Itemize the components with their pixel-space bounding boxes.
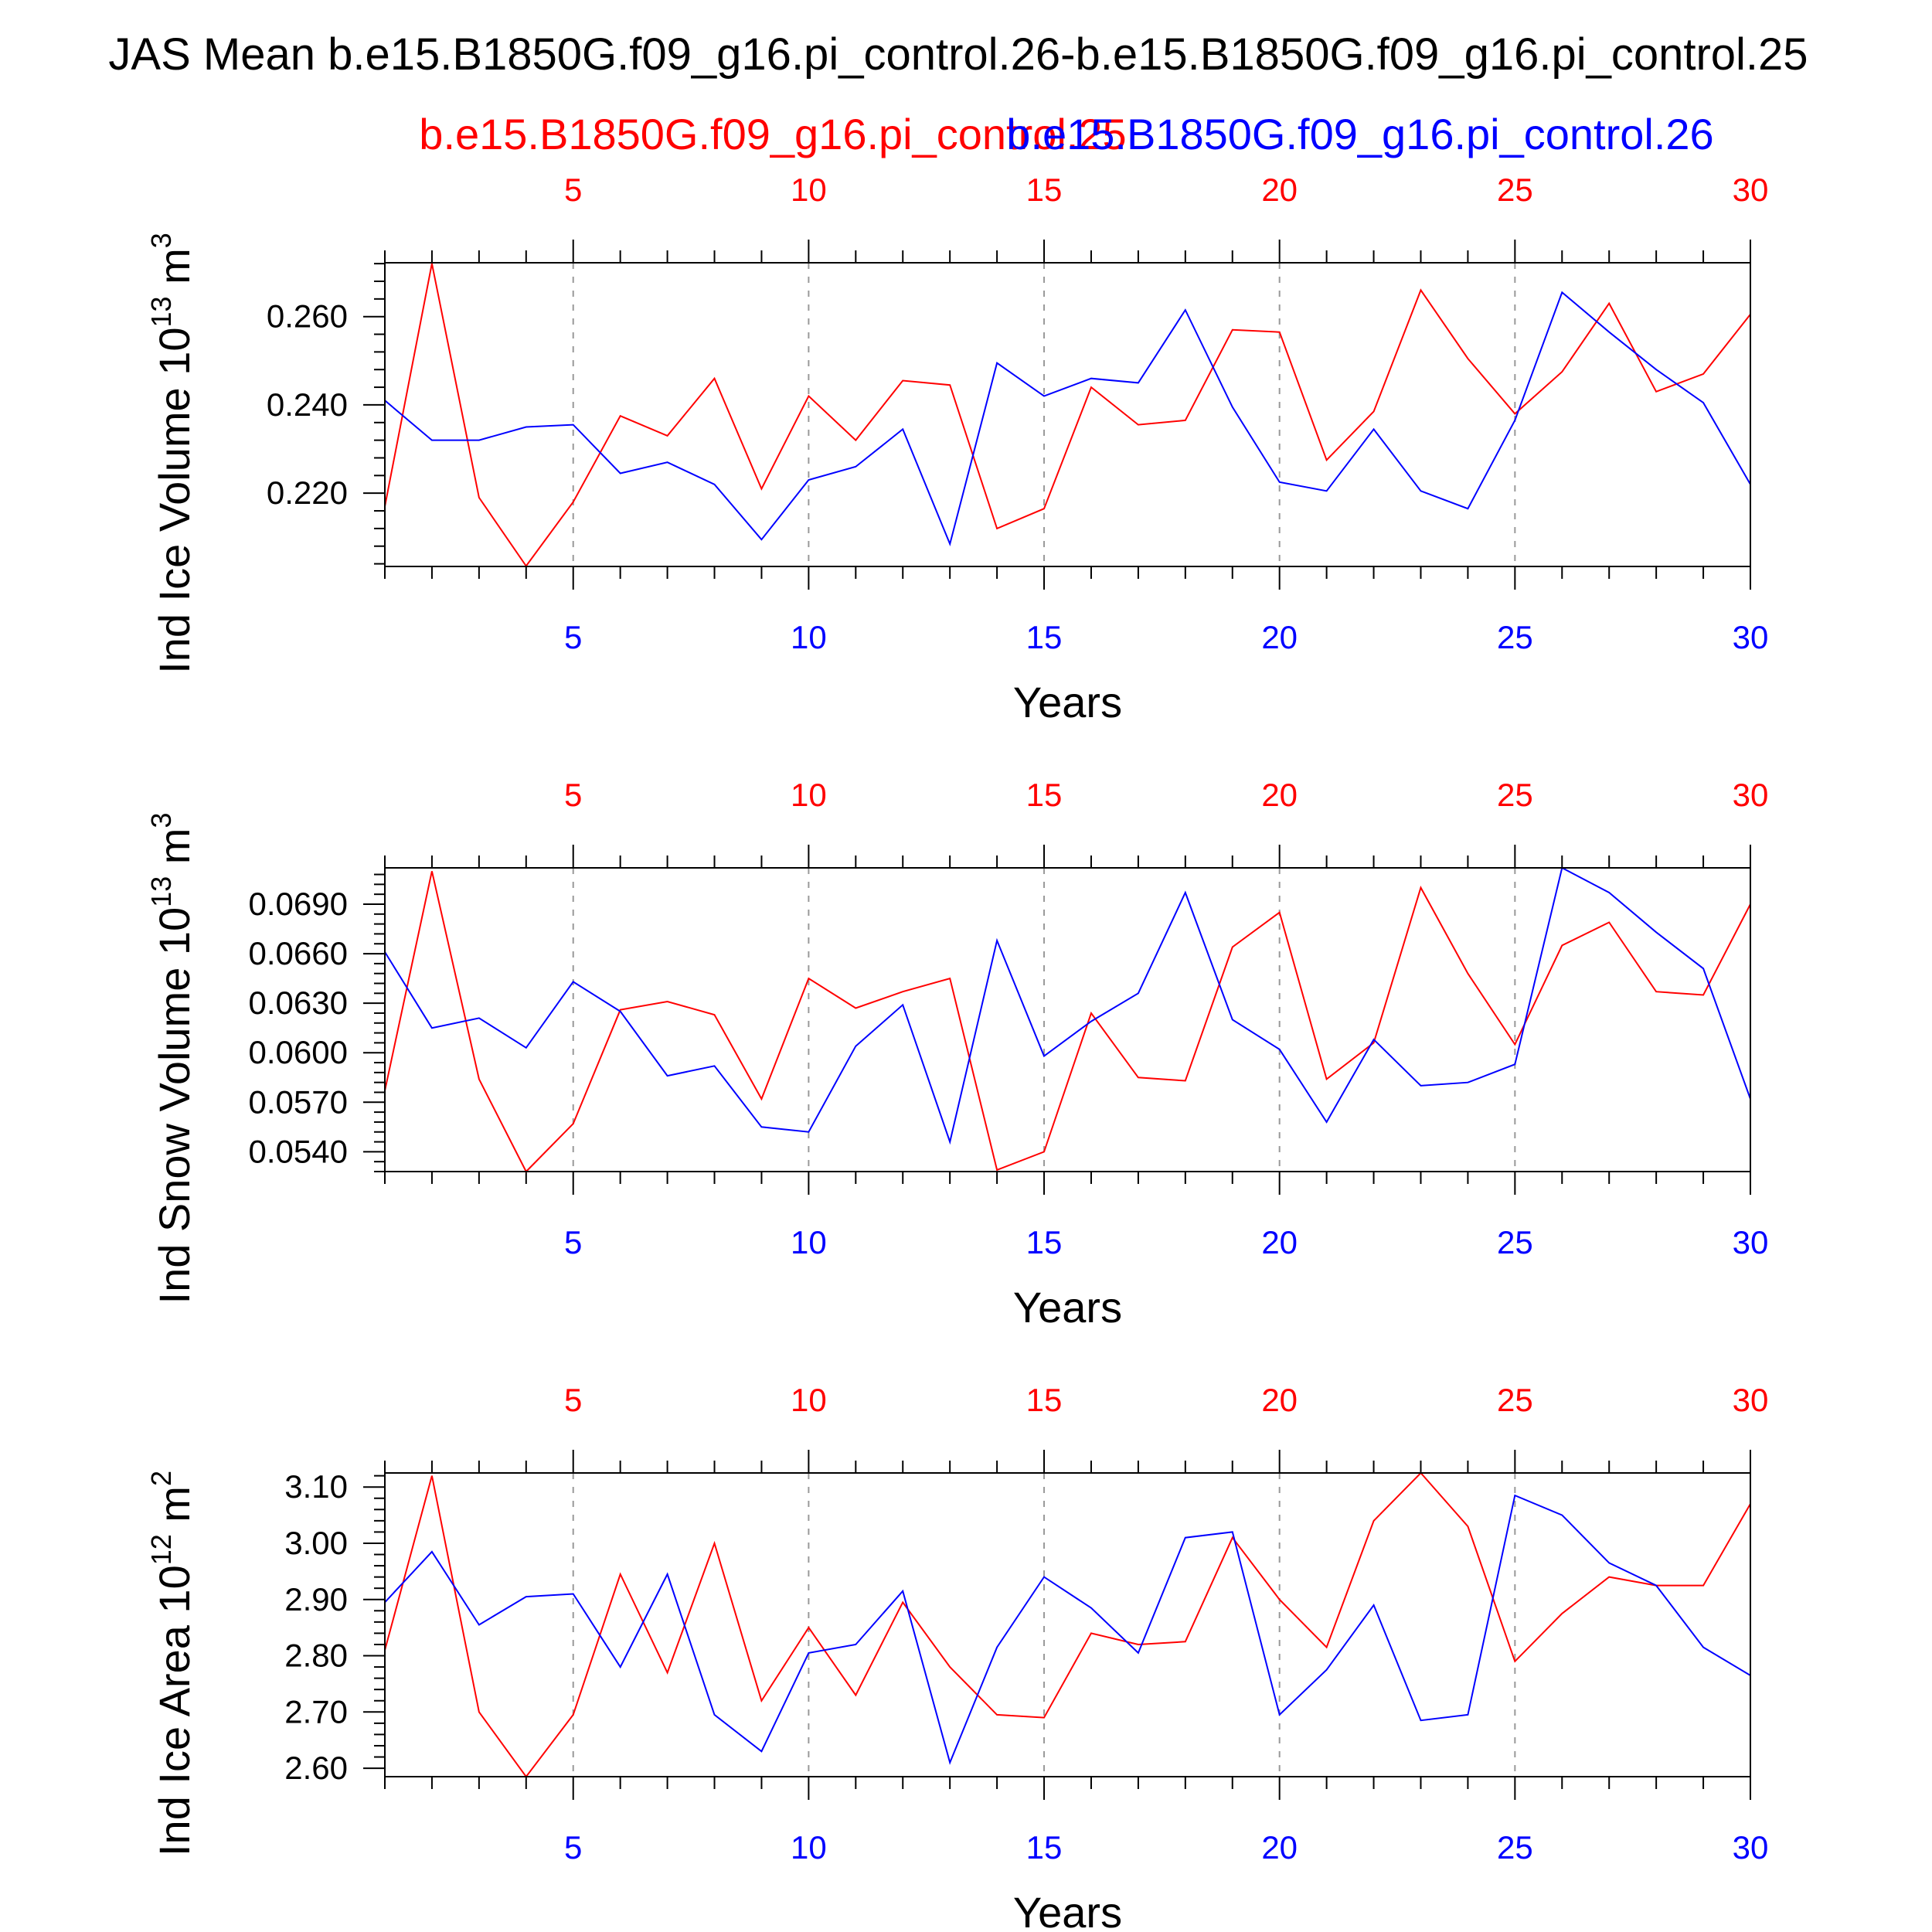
x-tick-label-bottom: 30: [1733, 1224, 1769, 1260]
panel-3: 2.60 2.70 2.80 2.90 3.00 3.10 5 5 10 10 15 15 20 20 25…: [145, 1382, 1768, 1932]
x-tick-label-bottom: 10: [791, 619, 827, 655]
y-tick-label: 0.0600: [249, 1034, 348, 1070]
x-tick-label-top: 20: [1261, 777, 1298, 813]
legend: b.e15.B1850G.f09_g16.pi_control.25 b.e15…: [419, 110, 1713, 158]
x-tick-label-bottom: 15: [1026, 619, 1063, 655]
x-tick-label-bottom: 5: [564, 619, 582, 655]
y-tick-label: 3.00: [284, 1525, 348, 1561]
x-tick-label-bottom: 25: [1497, 619, 1533, 655]
x-tick-label-bottom: 5: [564, 1224, 582, 1260]
plot-frame: [384, 1472, 1751, 1777]
legend-series-25: b.e15.B1850G.f09_g16.pi_control.25: [419, 110, 1126, 158]
y-tick-label: 0.0570: [249, 1083, 348, 1120]
x-tick-label-top: 10: [791, 1382, 827, 1418]
y-tick-label: 2.80: [284, 1638, 348, 1674]
x-tick-label-top: 15: [1026, 172, 1063, 208]
x-tick-label-top: 5: [564, 777, 582, 813]
panel-1: 0.220 0.240 0.260 5 5 10 10 15 15 20 20 25 25 30 30 Yea…: [145, 172, 1768, 726]
y-tick-label: 3.10: [284, 1468, 348, 1505]
x-tick-label-top: 20: [1261, 1382, 1298, 1418]
x-tick-label-bottom: 20: [1261, 619, 1298, 655]
y-tick-label: 0.0540: [249, 1133, 348, 1169]
x-tick-label-bottom: 25: [1497, 1224, 1533, 1260]
x-tick-label-bottom: 30: [1733, 1829, 1769, 1866]
y-axis-label: Ind Ice Volume 1013 m3: [145, 233, 199, 674]
x-tick-label-top: 15: [1026, 777, 1063, 813]
series-line-26: [384, 866, 1751, 1145]
x-tick-label-top: 5: [564, 1382, 582, 1418]
chart-title: JAS Mean b.e15.B1850G.f09_g16.pi_control…: [108, 29, 1808, 80]
x-tick-label-bottom: 25: [1497, 1829, 1533, 1866]
x-tick-label-top: 20: [1261, 172, 1298, 208]
x-tick-label-bottom: 10: [791, 1829, 827, 1866]
x-tick-label-bottom: 5: [564, 1829, 582, 1866]
x-tick-label-top: 30: [1733, 172, 1769, 208]
y-tick-label: 0.0660: [249, 935, 348, 971]
series-line-25: [384, 1471, 1751, 1778]
y-tick-label: 0.260: [267, 298, 348, 335]
x-tick-label-bottom: 15: [1026, 1224, 1063, 1260]
panel-2: 0.0540 0.0570 0.0600 0.0630 0.0660 0.0690 5 5 10…: [145, 777, 1768, 1332]
x-tick-label-top: 25: [1497, 777, 1533, 813]
y-tick-label: 2.70: [284, 1693, 348, 1730]
x-tick-label-bottom: 30: [1733, 619, 1769, 655]
x-tick-label-top: 15: [1026, 1382, 1063, 1418]
y-axis-label: Ind Ice Area 1012 m2: [145, 1471, 199, 1856]
x-tick-label-bottom: 20: [1261, 1224, 1298, 1260]
x-tick-label-bottom: 15: [1026, 1829, 1063, 1866]
plot-frame: [384, 262, 1751, 567]
y-tick-label: 0.240: [267, 386, 348, 423]
series-line-25: [384, 263, 1751, 568]
y-tick-label: 0.0690: [249, 886, 348, 922]
series-line-26: [384, 1494, 1751, 1765]
y-tick-label: 2.60: [284, 1750, 348, 1786]
x-axis-label: Years: [1013, 1283, 1122, 1332]
x-tick-label-top: 5: [564, 172, 582, 208]
x-axis-label: Years: [1013, 678, 1122, 726]
plot-frame: [384, 867, 1751, 1172]
x-tick-label-top: 30: [1733, 777, 1769, 813]
y-tick-label: 0.0630: [249, 985, 348, 1021]
x-tick-label-bottom: 10: [791, 1224, 827, 1260]
x-tick-label-bottom: 20: [1261, 1829, 1298, 1866]
x-tick-label-top: 10: [791, 172, 827, 208]
x-axis-label: Years: [1013, 1888, 1122, 1932]
y-axis-label: Ind Snow Volume 1013 m3: [145, 813, 199, 1304]
chart-panels: 0.220 0.240 0.260 5 5 10 10 15 15 20 20 25 25 30 30 Yea…: [145, 172, 1768, 1932]
series-line-26: [384, 291, 1751, 547]
legend-series-26: b.e15.B1850G.f09_g16.pi_control.26: [1006, 110, 1713, 158]
y-tick-label: 0.220: [267, 474, 348, 511]
x-tick-label-top: 25: [1497, 1382, 1533, 1418]
x-tick-label-top: 25: [1497, 172, 1533, 208]
x-tick-label-top: 30: [1733, 1382, 1769, 1418]
series-line-25: [384, 871, 1751, 1173]
x-tick-label-top: 10: [791, 777, 827, 813]
y-tick-label: 2.90: [284, 1581, 348, 1617]
